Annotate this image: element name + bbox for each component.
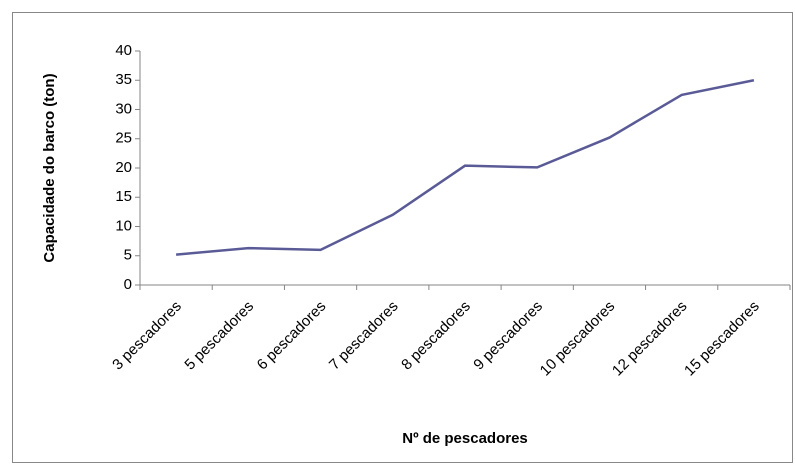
y-tick-label: 10	[115, 217, 132, 234]
y-tick-label: 0	[124, 276, 132, 293]
x-tick-label: 10 pescadores	[537, 298, 619, 380]
x-tick-label: 5 pescadores	[181, 298, 257, 374]
y-tick-label: 5	[124, 247, 132, 264]
x-tick-label: 3 pescadores	[109, 298, 185, 374]
y-axis-title: Capacidade do barco (ton)	[41, 73, 58, 262]
y-tick-label: 15	[115, 188, 132, 205]
chart-border	[12, 12, 793, 463]
x-tick-label: 9 pescadores	[470, 298, 546, 374]
y-tick-label: 30	[115, 100, 132, 117]
x-tick-label: 8 pescadores	[398, 298, 474, 374]
x-tick-label: 7 pescadores	[326, 298, 402, 374]
y-tick-label: 25	[115, 130, 132, 147]
x-tick-label: 15 pescadores	[681, 298, 763, 380]
x-tick-label: 12 pescadores	[609, 298, 691, 380]
y-tick-label: 20	[115, 159, 132, 176]
x-tick-label: 6 pescadores	[254, 298, 330, 374]
y-tick-label: 35	[115, 71, 132, 88]
x-axis-title: Nº de pescadores	[402, 430, 528, 447]
line-series	[176, 79, 755, 256]
y-tick-label: 40	[115, 42, 132, 59]
